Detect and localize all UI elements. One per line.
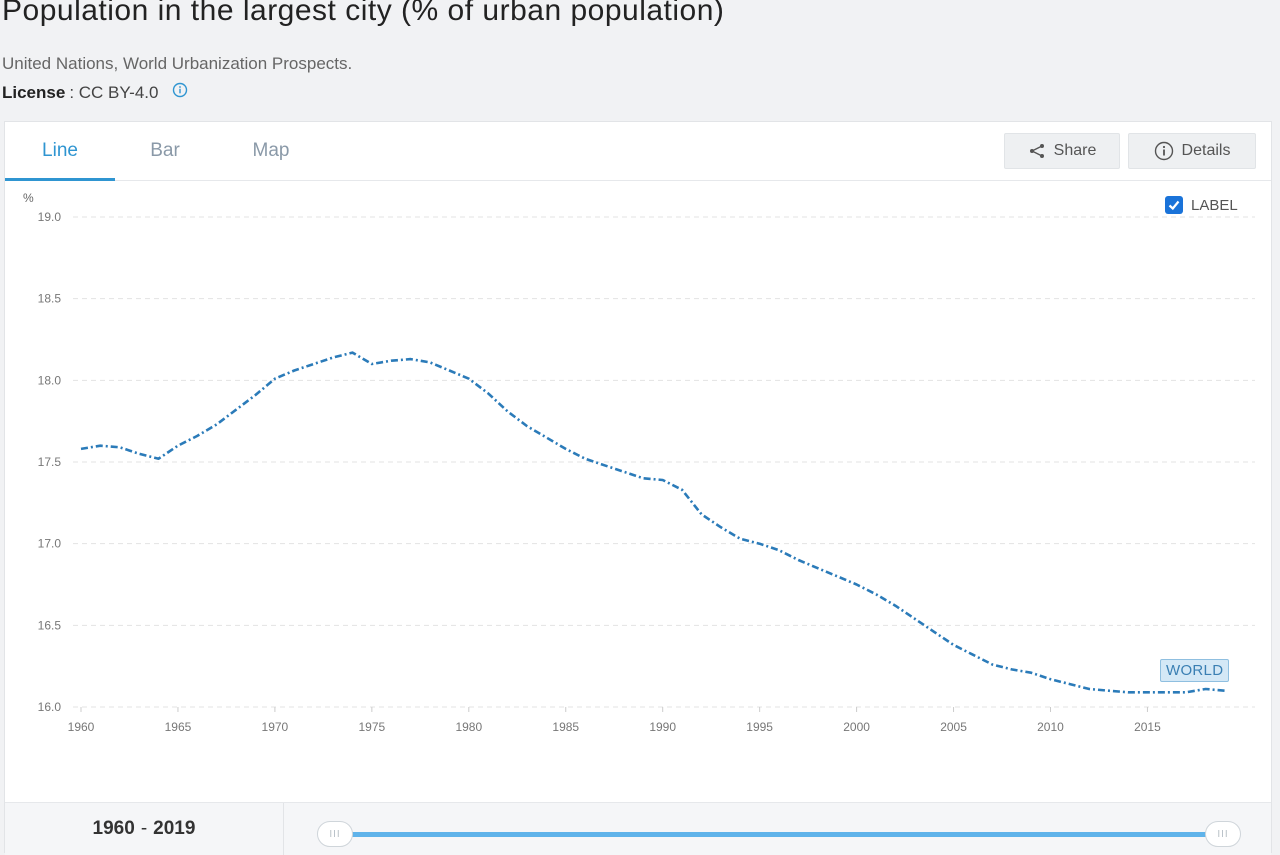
range-slider-track[interactable] <box>335 832 1225 837</box>
share-icon <box>1028 143 1046 159</box>
label-toggle-text: LABEL <box>1191 196 1238 214</box>
page-title: Population in the largest city (% of urb… <box>2 0 725 27</box>
y-axis-unit-label: % <box>23 191 34 205</box>
range-label: 1960 - 2019 <box>5 803 284 855</box>
tab-map[interactable]: Map <box>252 140 290 161</box>
x-tick-label: 1995 <box>746 720 773 734</box>
y-tick-label: 17.0 <box>38 537 62 551</box>
series-line-world <box>80 351 1226 694</box>
details-label: Details <box>1181 142 1231 159</box>
license-value: : CC BY-4.0 <box>69 82 159 102</box>
details-button[interactable]: Details <box>1128 133 1256 169</box>
x-tick-label: 1970 <box>262 720 289 734</box>
x-tick-label: 1975 <box>358 720 385 734</box>
y-tick-label: 16.0 <box>38 700 62 714</box>
share-label: Share <box>1053 142 1097 159</box>
x-tick-label: 1985 <box>552 720 579 734</box>
info-icon[interactable] <box>172 82 188 103</box>
license-line: License : CC BY-4.0 <box>2 82 188 103</box>
tab-bar[interactable]: Bar <box>150 140 180 161</box>
x-tick-label: 1980 <box>455 720 482 734</box>
x-tick-label: 1960 <box>68 720 95 734</box>
x-tick-label: 2010 <box>1037 720 1064 734</box>
series-label-world: WORLD <box>1160 659 1230 682</box>
y-tick-label: 18.0 <box>38 373 62 387</box>
range-slider-start-handle[interactable]: III <box>317 821 353 847</box>
chart-card: Line Bar Map Share Details % 19.0 18.5 18.0… <box>4 121 1272 855</box>
range-bar: 1960 - 2019 III III <box>5 802 1271 855</box>
x-tick-label: 2015 <box>1134 720 1161 734</box>
range-start: 1960 <box>92 818 135 839</box>
y-tick-label: 18.5 <box>38 292 62 306</box>
range-end: 2019 <box>153 818 196 839</box>
chart-tabs: Line Bar Map Share Details <box>5 122 1271 181</box>
label-checkbox[interactable] <box>1165 196 1183 214</box>
x-tick-label: 2000 <box>843 720 870 734</box>
y-tick-label: 19.0 <box>38 210 62 224</box>
x-tick-label: 1990 <box>649 720 676 734</box>
tab-line[interactable]: Line <box>5 122 115 181</box>
share-button[interactable]: Share <box>1004 133 1120 169</box>
source-text: United Nations, World Urbanization Prosp… <box>2 54 353 73</box>
y-tick-label: 16.5 <box>38 618 62 632</box>
x-tick-label: 2005 <box>940 720 967 734</box>
x-tick-label: 1965 <box>165 720 192 734</box>
info-circle-icon <box>1154 141 1174 161</box>
line-chart: % 19.0 18.5 18.0 17.5 17.0 16.5 16.0 1960 1965 197… <box>23 191 1255 734</box>
label-toggle[interactable]: LABEL <box>1165 196 1238 214</box>
checkmark-icon <box>1168 200 1180 211</box>
license-label: License <box>2 82 66 102</box>
y-tick-label: 17.5 <box>38 455 62 469</box>
range-slider-end-handle[interactable]: III <box>1205 821 1241 847</box>
range-separator: - <box>140 818 148 839</box>
